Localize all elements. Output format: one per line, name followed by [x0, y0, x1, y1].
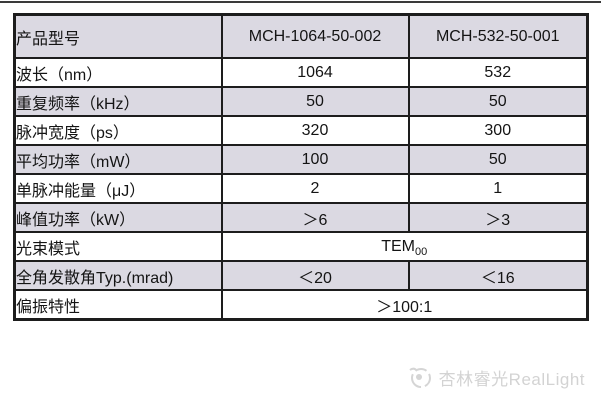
- top-divider-line: [0, 1, 601, 3]
- table-row-pulse-width: 脉冲宽度（ps） 320 300: [13, 115, 589, 146]
- tem-subscript: 00: [415, 245, 428, 258]
- row-value: 300: [407, 115, 589, 146]
- row-value: 50: [407, 144, 589, 175]
- row-label: 重复频率（kHz）: [13, 86, 223, 117]
- table-row-rep-rate: 重复频率（kHz） 50 50: [13, 86, 589, 117]
- row-value: 50: [407, 86, 589, 117]
- table-row-peak-power: 峰值功率（kW） ＞6 ＞3: [13, 202, 589, 233]
- row-value: 1: [407, 173, 589, 204]
- row-value-merged: TEM00: [220, 231, 589, 262]
- row-value: 320: [220, 115, 410, 146]
- row-value-merged: ＞100:1: [220, 289, 589, 321]
- watermark: 杏林睿光RealLight: [407, 364, 585, 390]
- row-value: ＞3: [407, 202, 589, 233]
- row-label: 波长（nm）: [13, 57, 223, 88]
- table-row-pulse-energy: 单脉冲能量（μJ） 2 1: [13, 173, 589, 204]
- row-value: ＜16: [407, 260, 589, 291]
- reallight-logo-icon: [407, 364, 433, 390]
- table-row-polarization: 偏振特性 ＞100:1: [13, 289, 589, 321]
- watermark-text: 杏林睿光RealLight: [438, 369, 585, 389]
- row-value: ＜20: [220, 260, 410, 291]
- table-row-wavelength: 波长（nm） 1064 532: [13, 57, 589, 88]
- row-label: 单脉冲能量（μJ）: [13, 173, 223, 204]
- table-row-avg-power: 平均功率（mW） 100 50: [13, 144, 589, 175]
- row-label: 光束模式: [13, 231, 223, 262]
- product-spec-table: 产品型号 MCH-1064-50-002 MCH-532-50-001 波长（n…: [13, 13, 589, 321]
- table-row-beam-mode: 光束模式 TEM00: [13, 231, 589, 262]
- row-label: 峰值功率（kW）: [13, 202, 223, 233]
- row-value: 532: [407, 57, 589, 88]
- row-label: 偏振特性: [13, 289, 223, 321]
- row-label: 平均功率（mW）: [13, 144, 223, 175]
- row-value: 100: [220, 144, 410, 175]
- header-product-model-label: 产品型号: [13, 13, 223, 59]
- row-value: 50: [220, 86, 410, 117]
- row-value: 2: [220, 173, 410, 204]
- row-value: ＞6: [220, 202, 410, 233]
- row-label: 全角发散角Typ.(mrad): [13, 260, 223, 291]
- tem-base: TEM: [381, 237, 416, 255]
- row-label: 脉冲宽度（ps）: [13, 115, 223, 146]
- header-model-1: MCH-1064-50-002: [220, 13, 410, 59]
- header-model-2: MCH-532-50-001: [407, 13, 589, 59]
- table-row-divergence: 全角发散角Typ.(mrad) ＜20 ＜16: [13, 260, 589, 291]
- table-header-row: 产品型号 MCH-1064-50-002 MCH-532-50-001: [13, 13, 589, 59]
- row-value: 1064: [220, 57, 410, 88]
